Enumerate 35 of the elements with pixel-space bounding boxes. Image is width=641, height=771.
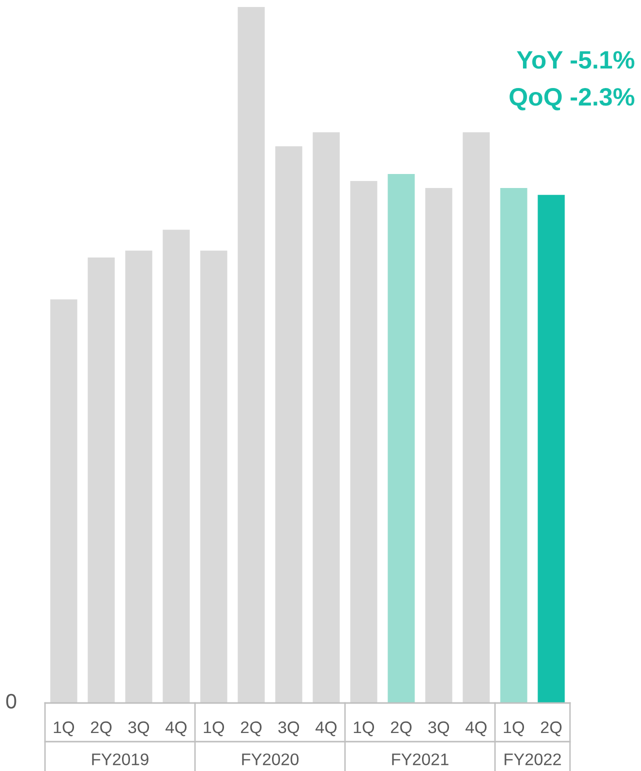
x-tick-label: 3Q [278,721,300,736]
bar [238,7,265,703]
bar [50,299,78,703]
bar [275,146,302,703]
bar [312,132,340,703]
x-tick-label: 4Q [166,721,187,736]
x-tick-label: 3Q [128,721,150,736]
x-tick-label: 1Q [54,721,74,736]
bar [88,258,115,703]
text: FY2022 [504,753,561,766]
x-tick-label: 3Q [428,721,450,736]
bar [500,188,528,703]
x-tick-label: 1Q [354,721,374,736]
annotation: YoY -5.1% [516,51,634,69]
x-tick-label: 4Q [316,721,337,736]
bar [425,188,452,703]
bar [388,174,415,703]
x-tick-label: 1Q [204,721,224,736]
bar [162,230,190,703]
bar [200,250,228,703]
bar [462,132,490,703]
text: 0 [6,694,16,709]
x-tick-label: 2Q [240,721,262,736]
text: FY2019 [92,753,148,766]
x-tick-label: 2Q [90,721,112,736]
annotation: QoQ -2.3% [510,88,634,110]
bar [538,194,565,703]
x-tick-label: 1Q [504,721,524,736]
bar [350,181,378,703]
x-tick-label: 2Q [540,721,562,736]
x-tick-label: 2Q [390,721,412,736]
text: FY2020 [242,753,299,766]
text: FY2021 [392,753,448,766]
bar [125,250,152,703]
x-tick-label: 4Q [466,721,487,736]
